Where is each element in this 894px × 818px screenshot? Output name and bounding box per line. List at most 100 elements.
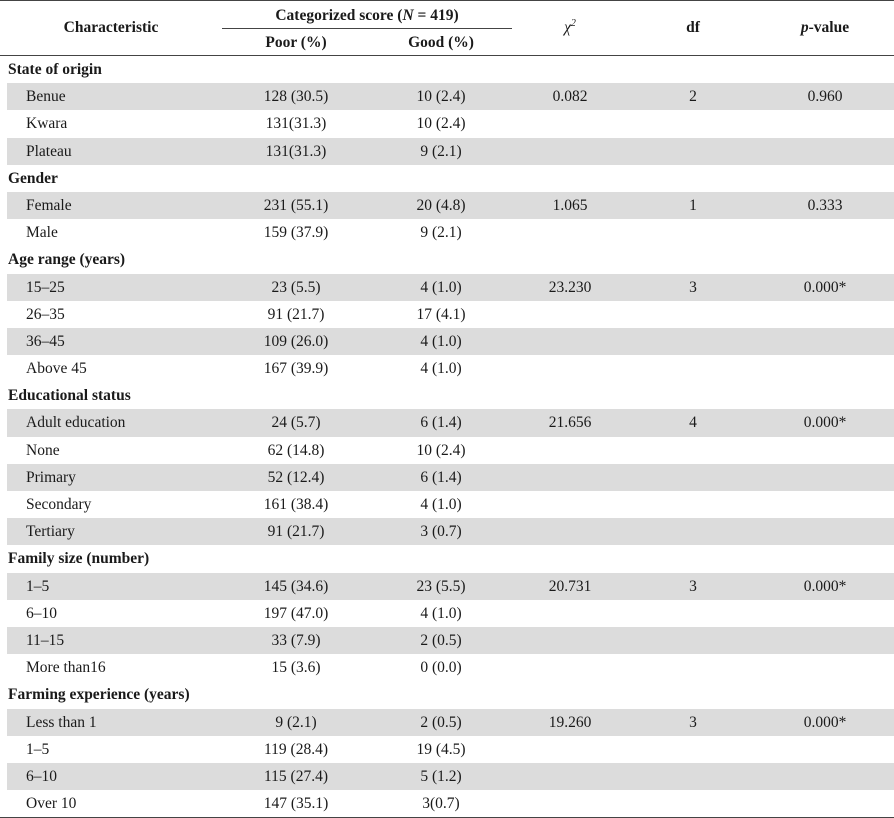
table-row: None 62 (14.8) 10 (2.4) <box>0 437 894 464</box>
header-poor: Poor (%) <box>265 34 327 51</box>
section-label: Family size (number) <box>8 550 150 568</box>
cell-p: 0.000* <box>803 278 847 296</box>
row-margin <box>0 382 7 409</box>
row-label: Kwara <box>26 115 68 133</box>
cell-p: 0.000* <box>803 577 847 595</box>
table-row: 26–35 91 (21.7) 17 (4.1) <box>0 301 894 328</box>
table-row: Benue 128 (30.5) 10 (2.4) 0.082 2 0.960 <box>0 83 894 111</box>
cell-poor: 115 (27.4) <box>264 767 328 785</box>
cell-good: 10 (2.4) <box>416 441 466 459</box>
row-margin <box>0 437 7 464</box>
row-label: None <box>26 441 60 459</box>
cell-good: 4 (1.0) <box>420 604 462 622</box>
row-margin <box>0 246 7 273</box>
cell-poor: 62 (14.8) <box>267 441 325 459</box>
row-margin <box>0 626 7 655</box>
header-good: Good (%) <box>408 34 474 51</box>
table-header: Characteristic Categorized score (N = 41… <box>0 0 894 56</box>
cell-p: 0.333 <box>807 196 843 214</box>
cell-poor: 91 (21.7) <box>267 305 325 323</box>
section-row: Age range (years) <box>0 246 894 273</box>
section-label: Farming experience (years) <box>8 686 190 704</box>
table-row: Kwara 131(31.3) 10 (2.4) <box>0 110 894 137</box>
table-row: Above 45 167 (39.9) 4 (1.0) <box>0 355 894 382</box>
row-label: Adult education <box>26 414 126 432</box>
section-label: Gender <box>8 169 58 187</box>
cell-good: 9 (2.1) <box>420 142 462 160</box>
cell-chi: 1.065 <box>552 196 588 214</box>
table-row: 1–5 145 (34.6) 23 (5.5) 20.731 3 0.000* <box>0 572 894 600</box>
cell-df: 1 <box>689 196 697 214</box>
row-margin <box>0 191 7 220</box>
header-divider <box>222 28 512 29</box>
section-row: Farming experience (years) <box>0 681 894 708</box>
cell-good: 6 (1.4) <box>420 414 462 432</box>
row-label: Plateau <box>26 142 72 160</box>
cell-good: 10 (2.4) <box>416 88 466 106</box>
section-row: Family size (number) <box>0 545 894 572</box>
table-row: 15–25 23 (5.5) 4 (1.0) 23.230 3 0.000* <box>0 273 894 301</box>
cell-poor: 131(31.3) <box>265 142 327 160</box>
row-margin <box>0 301 7 328</box>
table-row: Tertiary 91 (21.7) 3 (0.7) <box>0 518 894 546</box>
cell-good: 3 (0.7) <box>420 523 462 541</box>
header-characteristic: Characteristic <box>63 19 159 36</box>
cell-p: 0.000* <box>803 713 847 731</box>
row-label: Less than 1 <box>26 713 97 731</box>
row-margin <box>0 56 7 83</box>
cell-good: 4 (1.0) <box>420 278 462 296</box>
row-label: Male <box>26 224 58 242</box>
cell-poor: 131(31.3) <box>265 115 327 133</box>
row-margin <box>0 491 7 518</box>
row-label: Secondary <box>26 496 92 513</box>
cell-good: 4 (1.0) <box>420 496 462 513</box>
header-categorized-score: Categorized score (N = 419) <box>275 7 459 24</box>
row-margin <box>0 708 7 736</box>
cell-good: 23 (5.5) <box>416 577 466 595</box>
cell-poor: 109 (26.0) <box>263 332 329 350</box>
cell-poor: 91 (21.7) <box>267 523 325 541</box>
table-row: Male 159 (37.9) 9 (2.1) <box>0 219 894 246</box>
cell-poor: 231 (55.1) <box>263 196 329 214</box>
cell-df: 3 <box>689 713 697 731</box>
cell-p: 0.000* <box>803 414 847 432</box>
cell-good: 19 (4.5) <box>416 740 466 758</box>
row-margin <box>0 409 7 437</box>
header-p-value: p-value <box>800 19 850 36</box>
row-margin <box>0 572 7 600</box>
row-label: Benue <box>26 88 66 106</box>
row-label: 26–35 <box>26 305 65 323</box>
table-row: More than16 15 (3.6) 0 (0.0) <box>0 654 894 681</box>
row-margin <box>0 463 7 491</box>
cell-p: 0.960 <box>807 88 843 106</box>
cell-good: 0 (0.0) <box>420 659 462 677</box>
row-margin <box>0 165 7 192</box>
cell-good: 6 (1.4) <box>420 468 462 486</box>
cell-poor: 161 (38.4) <box>263 496 329 513</box>
cell-chi: 20.731 <box>548 577 592 595</box>
cell-poor: 24 (5.7) <box>271 414 321 432</box>
row-margin <box>0 681 7 708</box>
section-row: Gender <box>0 165 894 192</box>
row-label: 1–5 <box>26 740 50 758</box>
table-row: 6–10 197 (47.0) 4 (1.0) <box>0 600 894 627</box>
table-row: Plateau 131(31.3) 9 (2.1) <box>0 137 894 165</box>
table-row: Primary 52 (12.4) 6 (1.4) <box>0 463 894 491</box>
row-margin <box>0 736 7 763</box>
table-row: Female 231 (55.1) 20 (4.8) 1.065 1 0.333 <box>0 191 894 220</box>
table-row: 1–5 119 (28.4) 19 (4.5) <box>0 736 894 763</box>
cell-df: 2 <box>689 88 697 106</box>
table-row: Secondary 161 (38.4) 4 (1.0) <box>0 491 894 518</box>
cell-poor: 119 (28.4) <box>264 740 328 758</box>
row-label: 11–15 <box>26 631 65 649</box>
row-margin <box>0 83 7 111</box>
table-row: Adult education 24 (5.7) 6 (1.4) 21.656 4 0.0… <box>0 409 894 437</box>
cell-good: 3(0.7) <box>422 795 460 813</box>
row-label: Above 45 <box>26 360 87 378</box>
row-margin <box>0 355 7 382</box>
row-margin <box>0 790 7 817</box>
cell-good: 9 (2.1) <box>420 224 462 242</box>
row-margin <box>0 219 7 246</box>
section-row: State of origin <box>0 56 894 83</box>
cell-chi: 19.260 <box>548 713 592 731</box>
